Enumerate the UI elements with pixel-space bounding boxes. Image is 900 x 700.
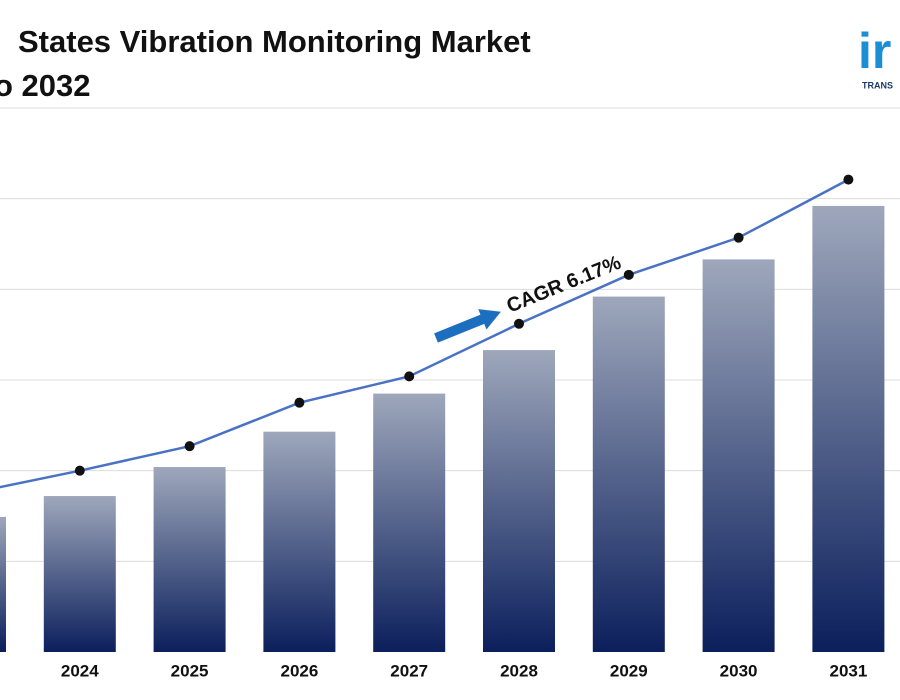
bar xyxy=(592,296,665,652)
bar xyxy=(263,431,336,652)
logo-mark: ir xyxy=(858,23,891,79)
trend-point xyxy=(404,371,415,382)
title-line: States Vibration Monitoring Market xyxy=(18,24,531,59)
x-tick-label: 2030 xyxy=(720,661,758,680)
trend-point xyxy=(74,465,85,476)
bar xyxy=(0,516,6,652)
title-line: o 2032 xyxy=(0,68,91,103)
bar xyxy=(373,393,446,652)
logo-caption: TRANS xyxy=(862,80,893,90)
x-tick-label: 2025 xyxy=(171,661,209,680)
trend-point xyxy=(514,318,524,329)
trend-point xyxy=(294,397,305,408)
bar xyxy=(483,350,555,652)
x-tick-label: 2024 xyxy=(61,661,99,680)
x-tick-label: 2027 xyxy=(390,661,428,680)
trend-point xyxy=(733,232,744,243)
arrow-head xyxy=(478,309,501,330)
x-tick-label: 2031 xyxy=(829,661,867,680)
trend-point xyxy=(623,269,634,280)
trend-point xyxy=(843,174,854,185)
bar xyxy=(43,496,116,652)
arrow-shaft xyxy=(434,313,487,343)
bar xyxy=(153,467,226,652)
x-tick-label: 2026 xyxy=(280,661,318,680)
bar xyxy=(702,259,775,652)
bar xyxy=(812,205,885,653)
x-tick-label: 2028 xyxy=(500,661,538,680)
x-tick-label: 2029 xyxy=(610,661,648,680)
cagr-arrow xyxy=(434,309,501,343)
trend-point xyxy=(184,441,195,452)
